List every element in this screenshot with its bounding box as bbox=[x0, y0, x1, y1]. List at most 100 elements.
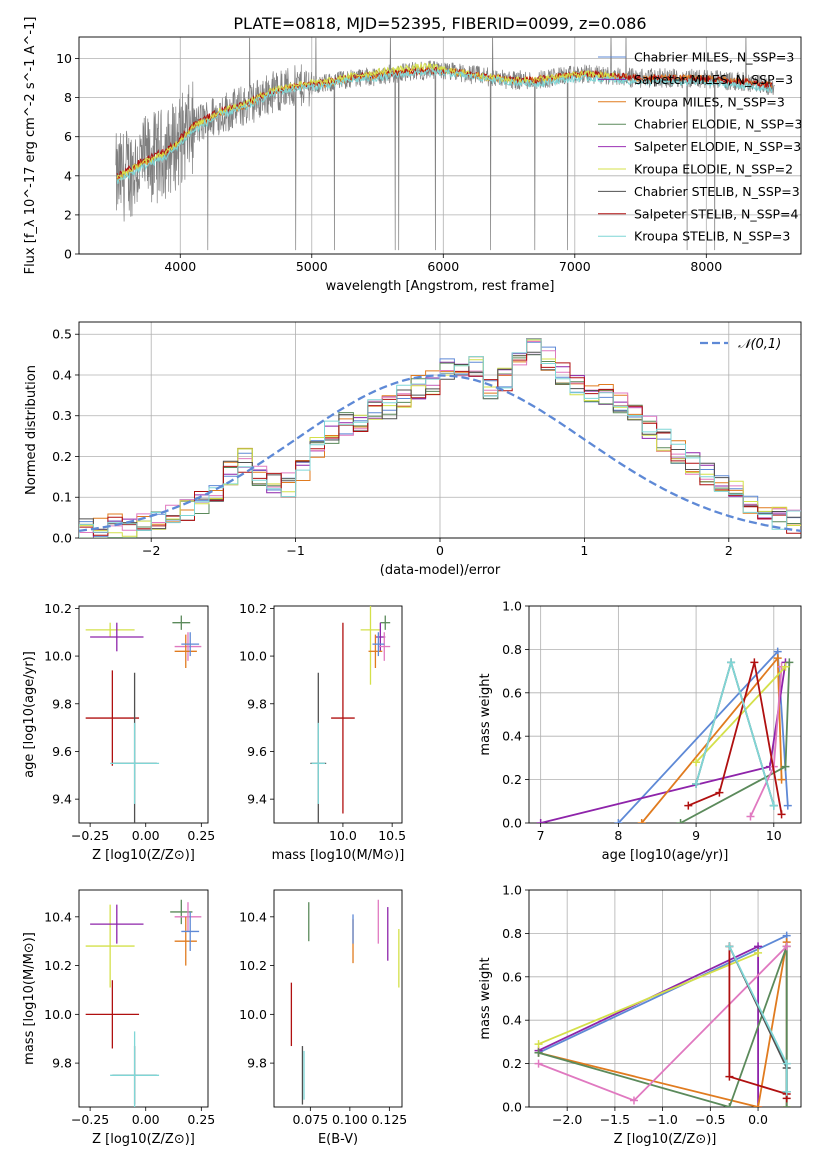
mass-vs-EBV-panel: 0.075 0.100 0.125 9.8 10.0 10.2 10.4 E(B-V) bbox=[239, 889, 407, 1147]
y-tick-label: 9.4 bbox=[52, 792, 72, 807]
y-tick-label: 10.4 bbox=[44, 909, 72, 924]
y-tick-label: 9.4 bbox=[247, 792, 267, 807]
y-tick-label: 10.4 bbox=[239, 909, 267, 924]
y-tick-label: 9.8 bbox=[247, 1056, 267, 1071]
weight-marker bbox=[783, 801, 792, 810]
y-tick-label: 1.0 bbox=[502, 599, 522, 614]
weight-marker bbox=[727, 658, 736, 667]
x-tick-label: 0.25 bbox=[187, 1112, 215, 1127]
legend-label: Chabrier STELIB, N_SSP=3 bbox=[634, 184, 800, 199]
y-tick-label: 9.8 bbox=[247, 696, 267, 711]
x-tick-label: 0.100 bbox=[332, 1112, 368, 1127]
x-tick-label: −2.0 bbox=[552, 1112, 582, 1127]
legend-label: Chabrier ELODIE, N_SSP=3 bbox=[634, 117, 803, 132]
x-tick-label: 0.125 bbox=[371, 1112, 407, 1127]
weight-marker bbox=[773, 654, 782, 663]
y-axis-label: Flux [f_λ 10^-17 erg cm^-2 s^-1 A^-1] bbox=[23, 17, 38, 275]
x-tick-label: 4000 bbox=[164, 259, 196, 274]
axes-frame bbox=[273, 889, 403, 1108]
x-tick-label: 0.00 bbox=[132, 1112, 160, 1127]
legend-label: Salpeter MILES, N_SSP=3 bbox=[634, 72, 793, 87]
y-tick-label: 10.0 bbox=[239, 649, 267, 664]
weight-marker bbox=[782, 1103, 791, 1107]
x-axis-label: E(B-V) bbox=[318, 1132, 358, 1147]
y-tick-label: 9.6 bbox=[247, 744, 267, 759]
y-tick-label: 0.0 bbox=[502, 1100, 522, 1115]
x-tick-label: 7000 bbox=[559, 259, 591, 274]
x-tick-label: 5000 bbox=[296, 259, 328, 274]
y-tick-label: 10.2 bbox=[44, 601, 72, 616]
legend-label: Kroupa STELIB, N_SSP=3 bbox=[634, 229, 790, 244]
y-tick-label: 0.8 bbox=[502, 926, 522, 941]
x-tick-label: 0.0 bbox=[748, 1112, 768, 1127]
weight-marker bbox=[534, 1040, 543, 1049]
x-tick-label: 9 bbox=[692, 828, 700, 843]
x-axis-label: age [log10(age/yr)] bbox=[602, 848, 729, 863]
weight-marker bbox=[750, 658, 759, 667]
axes-frame bbox=[78, 321, 802, 539]
x-tick-label: 1 bbox=[580, 543, 588, 558]
x-axis-label: Z [log10(Z/Z⊙)] bbox=[92, 1132, 195, 1147]
x-tick-label: 0 bbox=[436, 543, 444, 558]
weight-marker bbox=[692, 779, 701, 788]
age-vs-mass-panel: 10.0 10.5 9.4 9.6 9.8 10.0 10.2 mass [log10(M/M… bbox=[239, 601, 406, 863]
x-tick-label: −0.5 bbox=[695, 1112, 725, 1127]
weight-line bbox=[641, 655, 783, 823]
y-tick-label: 0.3 bbox=[52, 408, 72, 423]
y-tick-label: 2 bbox=[64, 207, 72, 222]
mass-vs-EBV-plot bbox=[290, 899, 400, 1105]
figure-title: PLATE=0818, MJD=52395, FIBERID=0099, z=0… bbox=[233, 14, 646, 33]
x-axis-label: mass [log10(M/M⊙)] bbox=[272, 848, 405, 863]
y-tick-label: 10.2 bbox=[239, 958, 267, 973]
residuals-panel: −2 −1 0 1 2 0.0 0.1 0.2 0.3 0.4 0.5 (data-model)/er… bbox=[24, 321, 802, 578]
x-tick-label: −1.0 bbox=[647, 1112, 677, 1127]
weight-marker bbox=[725, 942, 734, 951]
mass-vs-Z-plot bbox=[85, 899, 202, 1107]
weight-marker bbox=[782, 942, 791, 951]
weight-marker bbox=[676, 819, 685, 823]
weight-marker bbox=[614, 819, 623, 823]
weight-marker bbox=[777, 775, 786, 784]
y-axis-label: mass weight bbox=[478, 957, 493, 1039]
y-tick-label: 9.8 bbox=[52, 696, 72, 711]
x-tick-label: −0.25 bbox=[71, 828, 109, 843]
x-tick-label: 8 bbox=[614, 828, 622, 843]
weight-line bbox=[538, 944, 759, 1107]
x-tick-label: 0.00 bbox=[132, 828, 160, 843]
residuals-plot bbox=[79, 338, 801, 538]
y-tick-label: 6 bbox=[64, 129, 72, 144]
weight-marker bbox=[746, 812, 755, 821]
y-tick-label: 0.6 bbox=[502, 685, 522, 700]
axes-frame bbox=[78, 36, 802, 255]
y-tick-label: 0.1 bbox=[52, 490, 72, 505]
weight-vs-age-panel: 7 8 9 10 0.0 0.2 0.4 0.6 0.8 1.0 age [log10(age/yr… bbox=[478, 599, 802, 863]
x-axis-label: wavelength [Angstrom, rest frame] bbox=[326, 279, 555, 294]
x-tick-label: 0.075 bbox=[292, 1112, 328, 1127]
weight-line bbox=[538, 946, 788, 1107]
model-spectrum-line bbox=[116, 67, 773, 184]
weight-marker bbox=[715, 788, 724, 797]
weight-marker bbox=[781, 662, 790, 671]
mass-vs-Z-panel: −0.25 0.00 0.25 9.8 10.0 10.2 10.4 Z [log10(Z/Z… bbox=[22, 889, 215, 1147]
axes-frame bbox=[273, 605, 403, 824]
spectrum-panel: 4000 5000 6000 7000 8000 0 2 4 6 8 10 wavelength [A… bbox=[23, 17, 803, 294]
age-vs-Z-plot bbox=[85, 615, 202, 823]
histogram-step bbox=[79, 338, 801, 538]
y-tick-label: 10 bbox=[56, 51, 72, 66]
weight-marker bbox=[684, 801, 693, 810]
weight-vs-Z-panel: −2.0 −1.5 −1.0 −0.5 0.0 0.0 0.2 0.4 0.6 0.8 1.0 Z [… bbox=[478, 883, 802, 1147]
weight-line bbox=[538, 952, 759, 1045]
x-tick-label: 6000 bbox=[427, 259, 459, 274]
y-tick-label: 10.0 bbox=[44, 649, 72, 664]
x-tick-label: 10.5 bbox=[378, 828, 406, 843]
weight-marker bbox=[769, 801, 778, 810]
y-axis-label: age [log10(age/yr)] bbox=[22, 651, 37, 778]
weight-marker bbox=[782, 1059, 791, 1068]
y-tick-label: 10.0 bbox=[239, 1007, 267, 1022]
y-tick-label: 0.4 bbox=[52, 367, 72, 382]
x-tick-label: −1.5 bbox=[600, 1112, 630, 1127]
x-axis-label: Z [log10(Z/Z⊙)] bbox=[614, 1132, 717, 1147]
x-tick-label: −0.25 bbox=[71, 1112, 109, 1127]
weight-marker bbox=[629, 1096, 638, 1105]
